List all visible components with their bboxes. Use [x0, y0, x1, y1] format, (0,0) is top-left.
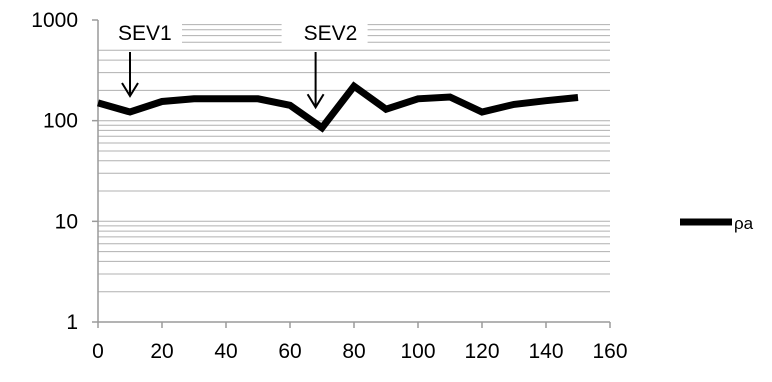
annotation-label: SEV2 — [304, 22, 358, 45]
x-tick-label: 120 — [464, 340, 499, 363]
x-tick-label: 160 — [592, 340, 627, 363]
x-tick-label: 100 — [400, 340, 435, 363]
x-tick-label: 60 — [278, 340, 301, 363]
annotation-backdrop — [96, 16, 182, 48]
annotation-arrow-head — [121, 82, 139, 98]
x-tick-label: 140 — [528, 340, 563, 363]
annotation-arrow-head — [306, 93, 325, 110]
grid-layer — [98, 24, 610, 293]
axis-layer: 1 10 100 1000 0 20 40 60 80 100 120 140 160 — [31, 9, 627, 363]
y-tick-label: 1 — [66, 311, 78, 334]
annotation-backdrop — [281, 16, 368, 48]
x-tick-label: 0 — [92, 340, 104, 363]
annotation-layer: SEV1 SEV2 — [118, 22, 358, 110]
legend-layer: ρa — [680, 214, 754, 233]
y-tick-label: 1000 — [31, 9, 78, 32]
x-tick-label: 40 — [214, 340, 237, 363]
series-line — [97, 81, 579, 133]
x-tick-label: 20 — [150, 340, 173, 363]
mask-layer — [96, 16, 368, 48]
series-layer — [97, 81, 579, 133]
legend-label: ρa — [734, 214, 754, 233]
y-tick-label: 100 — [43, 110, 78, 133]
x-tick-label: 80 — [342, 340, 365, 363]
annotation-label: SEV1 — [118, 22, 172, 45]
y-tick-label: 10 — [55, 210, 78, 233]
